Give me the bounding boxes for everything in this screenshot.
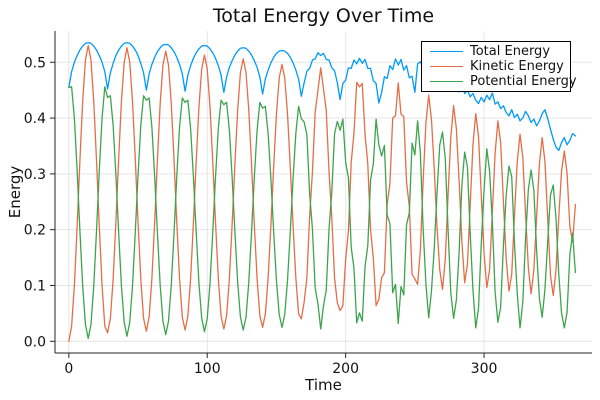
x-tick-label: 300	[471, 361, 498, 377]
legend-item-kinetic-energy: Kinetic Energy	[430, 59, 566, 74]
x-tick-label: 100	[194, 361, 221, 377]
legend-item-total-energy: Total Energy	[430, 44, 566, 59]
y-tick-label: 0.2	[24, 223, 46, 239]
y-axis-label: Energy	[6, 165, 24, 219]
x-tick-label: 200	[332, 361, 359, 377]
legend-line-sample-kinetic	[430, 66, 463, 67]
series-line-kinetic-energy	[68, 44, 577, 342]
legend-item-potential-energy: Potential Energy	[430, 74, 577, 89]
y-tick-label: 0.4	[24, 111, 46, 127]
grid-lines	[55, 31, 592, 353]
y-tick-label: 0.3	[24, 167, 46, 183]
legend: Total Energy Kinetic Energy Potential En…	[421, 41, 577, 92]
y-tick-label: 0.5	[24, 55, 46, 71]
legend-label-total: Total Energy	[470, 44, 551, 59]
series-line-potential-energy	[68, 86, 577, 340]
x-tick-label: 0	[64, 361, 73, 377]
axes: 0.0 0.1 0.2 0.3 0.4 0.5 0 100 200 300	[24, 31, 592, 377]
legend-line-sample-potential	[430, 81, 463, 82]
y-tick-label: 0.1	[24, 278, 46, 294]
legend-label-kinetic: Kinetic Energy	[470, 59, 564, 74]
chart-title: Total Energy Over Time	[212, 5, 435, 27]
y-tick-label: 0.0	[24, 334, 46, 350]
legend-label-potential: Potential Energy	[470, 74, 577, 89]
series-line-total-energy	[68, 42, 577, 152]
legend-line-sample-total	[430, 51, 463, 52]
x-axis-label: Time	[305, 376, 342, 394]
